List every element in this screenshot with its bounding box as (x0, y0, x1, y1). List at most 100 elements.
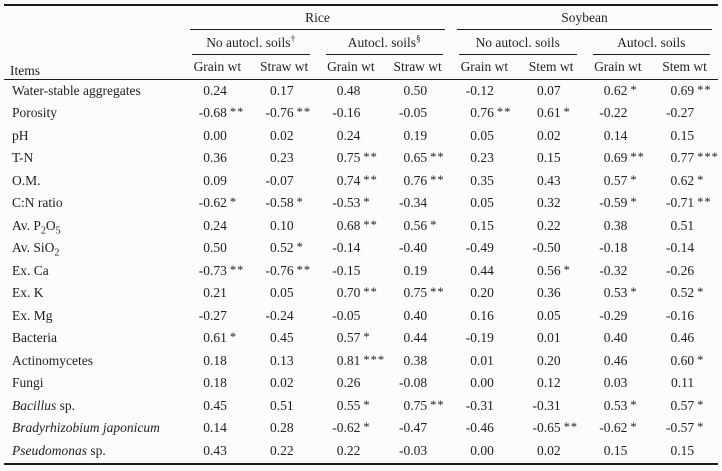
cell-value: -0.07 (251, 170, 318, 193)
cell-value: 0.03 (585, 373, 652, 396)
correlation-value: 0.43 (537, 172, 561, 188)
correlation-value: 0.74 (336, 172, 361, 188)
correlation-value: -0.12 (465, 82, 494, 98)
correlation-value: 0.46 (603, 352, 628, 368)
subgroup-label: Autocl. soils (347, 35, 416, 51)
correlation-value: -0.57 (666, 420, 695, 436)
cell-value: -0.53 * (318, 193, 385, 216)
correlation-value: -0.62 (198, 195, 227, 211)
cell-value: 0.45 (251, 328, 318, 351)
cell-value: 0.09 (184, 170, 251, 193)
cell-value: 0.43 (184, 440, 251, 464)
table-row: Ex. Ca -0.73 ** -0.76 ** -0.15 0.19 0.44 0.56 * -0… (4, 260, 718, 283)
cell-value: -0.08 (384, 373, 451, 396)
table-row: Porosity -0.68 ** -0.76 ** -0.16 -0.05 0.76 ** 0.… (4, 103, 718, 126)
cell-value: -0.03 (384, 440, 451, 464)
significance-stars: *** (697, 150, 719, 165)
row-label: T-N (12, 150, 34, 166)
row-label: Bradyrhizobium japonicum (12, 420, 160, 436)
cell-value: 0.22 (518, 215, 585, 238)
correlation-value: 0.14 (603, 127, 628, 143)
cell-value: 0.19 (384, 125, 451, 148)
cell-value: 0.05 (451, 125, 518, 148)
correlation-value: 0.50 (203, 240, 227, 256)
significance-stars: * (363, 420, 371, 435)
row-label: C:N ratio (12, 195, 63, 211)
correlation-value: 0.24 (203, 82, 227, 98)
cell-value: 0.15 (518, 148, 585, 171)
cell-value: 0.53 * (585, 283, 652, 306)
col-header-grain-wt: Grain wt (184, 55, 251, 80)
row-label: Bacteria (12, 330, 57, 346)
cell-value: 0.68 ** (318, 215, 385, 238)
cell-value: 0.17 (251, 80, 318, 103)
significance-stars: * (697, 172, 705, 187)
cell-value: 0.13 (251, 350, 318, 373)
col-header-grain-wt: Grain wt (451, 55, 518, 80)
correlation-value: -0.76 (265, 105, 294, 121)
cell-value: -0.65 ** (518, 418, 585, 441)
col-header-straw-wt: Straw wt (250, 55, 318, 80)
cell-value: -0.31 (451, 395, 518, 418)
table-row: Av. SiO2 0.50 0.52 * -0.14 -0.40 -0.49 -0.50 -0.… (4, 238, 718, 261)
correlation-value: -0.68 (198, 105, 227, 121)
significance-stars: ** (229, 262, 245, 277)
col-header-stem-wt: Stem wt (651, 55, 718, 80)
correlation-value: 0.75 (403, 285, 428, 301)
correlation-value: -0.49 (465, 240, 494, 256)
cell-value: -0.57 * (651, 418, 718, 441)
correlation-value: 0.15 (537, 150, 561, 166)
cell-value: -0.26 (651, 260, 718, 283)
correlation-value: 0.22 (537, 217, 561, 233)
cell-value: 0.51 (651, 215, 718, 238)
col-header-stem-wt: Stem wt (517, 55, 585, 80)
cell-value: -0.18 (585, 238, 652, 261)
correlation-value: 0.23 (270, 150, 294, 166)
cell-value: 0.70 ** (318, 283, 385, 306)
correlation-value: 0.16 (470, 307, 494, 323)
cell-value: -0.22 (585, 103, 652, 126)
significance-stars: * (630, 420, 638, 435)
cell-value: 0.75 ** (318, 148, 385, 171)
cell-value: 0.01 (451, 350, 518, 373)
correlation-value: 0.15 (603, 442, 628, 458)
significance-stars: ** (363, 217, 378, 232)
correlation-value: 0.02 (270, 375, 294, 391)
cell-value: 0.60 * (651, 350, 718, 373)
correlation-value: 0.22 (336, 442, 361, 458)
cell-value: 0.35 (451, 170, 518, 193)
significance-stars: ** (630, 150, 645, 165)
subgroup-rice-no-autocl: No autocl. soils† (184, 30, 318, 55)
correlation-value: 0.15 (670, 442, 695, 458)
correlation-value: 0.50 (403, 82, 428, 98)
cell-value: 0.20 (451, 283, 518, 306)
correlation-value: 0.12 (537, 375, 561, 391)
correlation-value: 0.02 (537, 127, 561, 143)
cell-value: -0.76 ** (251, 260, 318, 283)
correlation-value: 0.75 (403, 397, 428, 413)
correlation-value: -0.31 (465, 397, 494, 413)
significance-stars: * (630, 285, 638, 300)
significance-stars: ** (496, 105, 512, 120)
items-column-header: Items (4, 5, 184, 80)
correlation-value: -0.14 (332, 240, 361, 256)
correlation-value: -0.29 (599, 307, 628, 323)
subgroup-label: No autocl. soils (475, 35, 560, 51)
correlation-value: 0.07 (537, 82, 561, 98)
cell-value: 0.56 * (384, 215, 451, 238)
significance-stars: * (363, 195, 371, 210)
table-row: Fungi 0.18 0.02 0.26 -0.08 0.00 0.12 0.03 0.11 (4, 373, 718, 396)
cell-value: 0.02 (251, 373, 318, 396)
cell-value: 0.55 * (318, 395, 385, 418)
cell-value: 0.62 * (651, 170, 718, 193)
correlation-value: 0.36 (537, 285, 561, 301)
row-label: Water-stable aggregates (12, 82, 141, 98)
cell-value: 0.14 (184, 418, 251, 441)
table-row: Ex. K 0.21 0.05 0.70 ** 0.75 ** 0.20 0.36 0.53 * 0.… (4, 283, 718, 306)
correlation-value: -0.47 (399, 420, 428, 436)
subgroup-soybean-autocl: Autocl. soils (585, 30, 719, 55)
cell-value: 0.38 (585, 215, 652, 238)
footnote-marker-section: § (416, 34, 421, 45)
cell-value: 0.50 (384, 80, 451, 103)
cell-value: 0.36 (518, 283, 585, 306)
